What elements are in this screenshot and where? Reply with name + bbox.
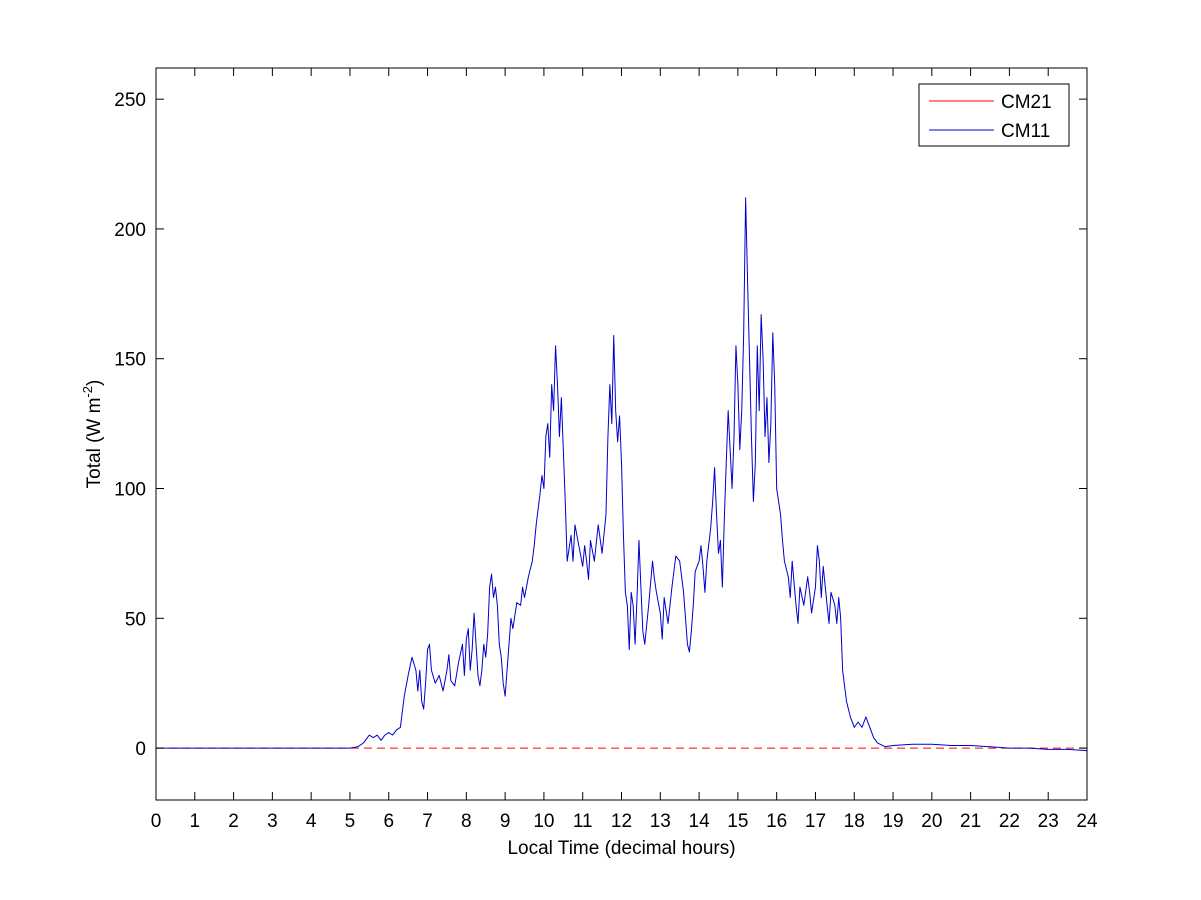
chart-legend: CM21 CM11 [918,83,1070,147]
x-tick-label: 22 [999,811,1020,832]
x-tick-label: 15 [727,811,748,832]
x-tick-label: 10 [533,811,554,832]
x-tick-label: 14 [689,811,711,832]
x-tick-label: 7 [422,811,433,832]
legend-label-cm21: CM21 [1001,92,1052,113]
x-tick-label: 17 [805,811,826,832]
y-axis-label: Total (W m-2) [80,380,105,489]
x-tick-label: 19 [882,811,903,832]
x-tick-label: 9 [500,811,511,832]
x-tick-label: 24 [1076,811,1098,832]
x-tick-label: 6 [383,811,394,832]
x-axis-label: Local Time (decimal hours) [507,838,735,859]
legend-box [918,83,1070,147]
series-line-cm11 [156,197,1088,752]
x-tick-label: 16 [766,811,787,832]
y-tick-label: 50 [125,609,146,630]
x-tick-label: 4 [306,811,317,832]
x-tick-label: 1 [190,811,201,832]
y-tick-label: 250 [114,90,146,111]
y-tick-label: 200 [114,220,146,241]
x-tick-label: 13 [650,811,671,832]
x-tick-label: 18 [844,811,865,832]
x-tick-label: 2 [228,811,239,832]
legend-label-cm11: CM11 [1001,121,1050,142]
x-tick-label: 3 [267,811,278,832]
x-tick-label: 20 [921,811,942,832]
x-tick-label: 8 [461,811,472,832]
y-tick-label: 0 [135,739,146,760]
x-tick-label: 23 [1038,811,1059,832]
x-tick-label: 11 [573,811,593,832]
y-tick-label: 150 [114,350,146,371]
x-tick-label: 12 [611,811,632,832]
x-tick-label: 5 [345,811,356,832]
y-tick-label: 100 [114,480,146,501]
x-tick-label: 21 [960,811,981,832]
x-tick-label: 0 [151,811,162,832]
